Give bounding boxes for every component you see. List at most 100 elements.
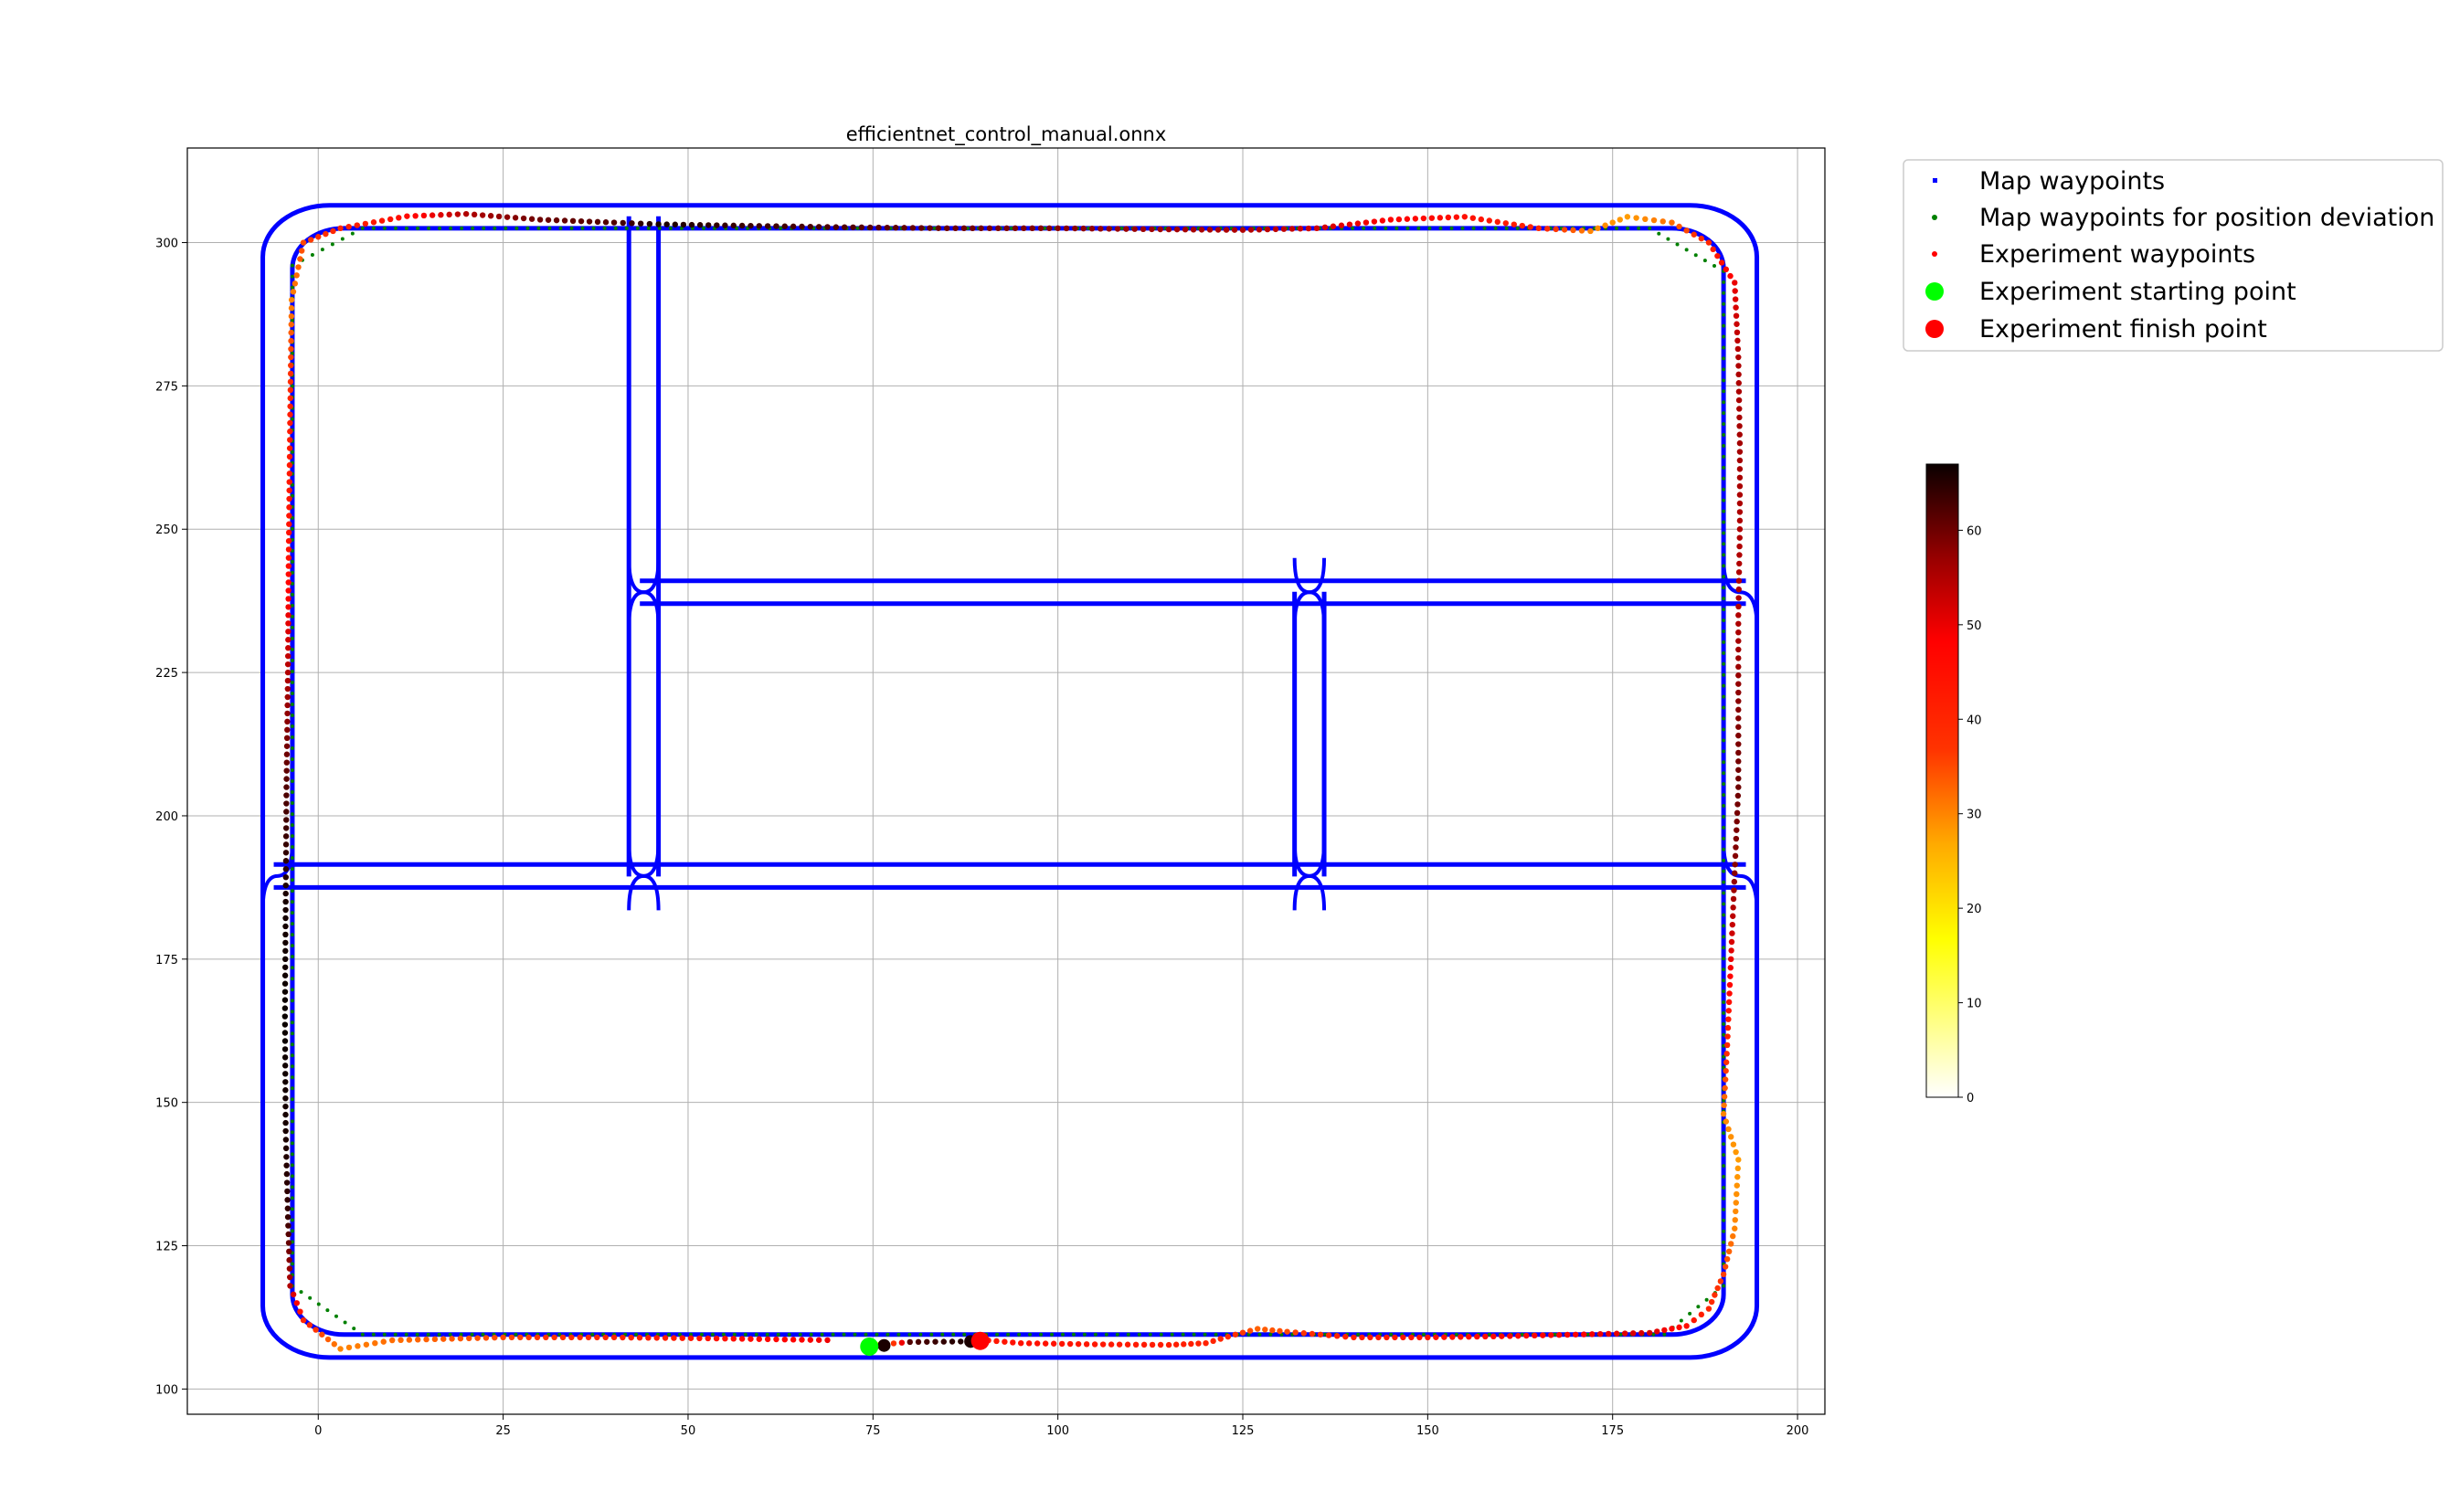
deviation-waypoint [290,384,294,388]
experiment-waypoint [286,521,292,527]
experiment-waypoint [1732,852,1739,860]
experiment-waypoint [1728,1241,1734,1247]
x-tick-label: 175 [1601,1424,1624,1438]
deviation-waypoint [1693,253,1698,258]
deviation-waypoint [1722,301,1726,306]
deviation-waypoint [1482,226,1487,230]
experiment-waypoint [284,1205,292,1211]
experiment-waypoint [525,1334,532,1341]
deviation-waypoint [1722,1010,1726,1015]
experiment-waypoint [815,224,822,230]
deviation-waypoint [1722,1153,1726,1158]
experiment-waypoint [773,223,779,229]
colorbar-tick-label: 30 [1967,809,1982,822]
experiment-waypoint [722,1335,728,1342]
experiment-waypoint [283,1179,291,1186]
deviation-waypoint [334,1314,338,1318]
experiment-waypoint [389,1337,396,1344]
experiment-waypoint [286,461,293,469]
deviation-waypoint [290,1042,294,1047]
experiment-waypoint [1736,431,1743,438]
experiment-waypoint [1726,990,1733,997]
deviation-waypoint [290,867,294,872]
experiment-waypoint [1317,1331,1324,1338]
deviation-waypoint [1126,1332,1130,1337]
experiment-waypoint [423,1336,429,1343]
experiment-waypoint [287,378,294,386]
experiment-waypoint [1735,371,1742,378]
experiment-waypoint [508,1334,515,1341]
experiment-waypoint [748,1336,754,1342]
experiment-waypoint [773,1336,779,1343]
experiment-waypoint [387,216,394,223]
colorbar: 0 10 20 30 40 50 60 [1925,463,1982,1105]
experiment-waypoint [1223,227,1230,233]
deviation-waypoint [1471,226,1476,230]
experiment-waypoint [281,1046,289,1052]
experiment-waypoint [517,1334,524,1341]
deviation-waypoint [290,955,294,959]
experiment-waypoint [500,1334,506,1341]
deviation-waypoint [290,680,294,684]
experiment-waypoint [918,225,925,231]
experiment-waypoint [1733,835,1740,842]
experiment-waypoint [283,743,291,749]
deviation-waypoint [1722,760,1726,765]
experiment-waypoint [1589,1331,1596,1338]
deviation-waypoint [290,417,294,421]
experiment-waypoint [679,1335,685,1341]
experiment-waypoint [1066,1340,1074,1348]
experiment-waypoint [1606,1330,1612,1338]
experiment-waypoint [1729,921,1736,928]
experiment-waypoint [1124,1341,1131,1348]
deviation-waypoint [721,1332,726,1337]
experiment-waypoint [629,220,635,227]
experiment-waypoint [1140,1341,1148,1348]
experiment-waypoint [1676,223,1682,230]
experiment-waypoint [1400,1334,1406,1341]
deviation-waypoint [449,226,453,230]
deviation-waypoint [1722,716,1726,721]
deviation-waypoint [290,570,294,575]
experiment-waypoint [1445,214,1452,221]
experiment-waypoint [1734,337,1741,344]
experiment-waypoint [415,1337,421,1343]
deviation-waypoint [1722,564,1726,568]
experiment-waypoint [286,1257,292,1264]
experiment-highlight-point [877,1338,891,1352]
experiment-waypoint [1437,215,1444,221]
experiment-waypoint [429,212,436,218]
experiment-waypoint [1730,1141,1737,1147]
legend-marker-red-dot [1932,251,1937,257]
deviation-waypoint [1159,1332,1163,1337]
experiment-waypoint [282,1111,289,1118]
experiment-waypoint [282,947,289,955]
experiment-waypoint [1561,227,1568,233]
deviation-waypoint [290,625,294,629]
experiment-waypoint [1046,225,1053,232]
deviation-waypoint [1722,400,1726,405]
deviation-waypoint [1071,1332,1076,1337]
deviation-waypoint [470,1332,474,1337]
experiment-waypoint [288,345,294,353]
experiment-waypoint [1548,1332,1554,1338]
deviation-waypoint [290,757,294,762]
x-tick-label: 25 [495,1424,511,1438]
experiment-waypoint [1262,1327,1268,1333]
legend-item-starting-point: Experiment starting point [1925,278,2296,306]
deviation-waypoint [290,724,294,728]
experiment-waypoint [1165,1341,1172,1348]
deviation-waypoint [1257,1332,1262,1337]
experiment-waypoint [815,1337,822,1343]
experiment-waypoint [287,395,293,402]
experiment-waypoint [1002,1338,1008,1345]
experiment-waypoint [282,931,289,938]
deviation-waypoint [1722,597,1726,601]
experiment-waypoint [1203,1339,1209,1347]
experiment-waypoint [284,1188,291,1195]
experiment-waypoint [1173,226,1181,233]
experiment-waypoint [1523,1332,1530,1339]
experiment-waypoint [1527,224,1533,230]
experiment-waypoint [471,211,478,218]
deviation-waypoint [1137,1332,1141,1337]
